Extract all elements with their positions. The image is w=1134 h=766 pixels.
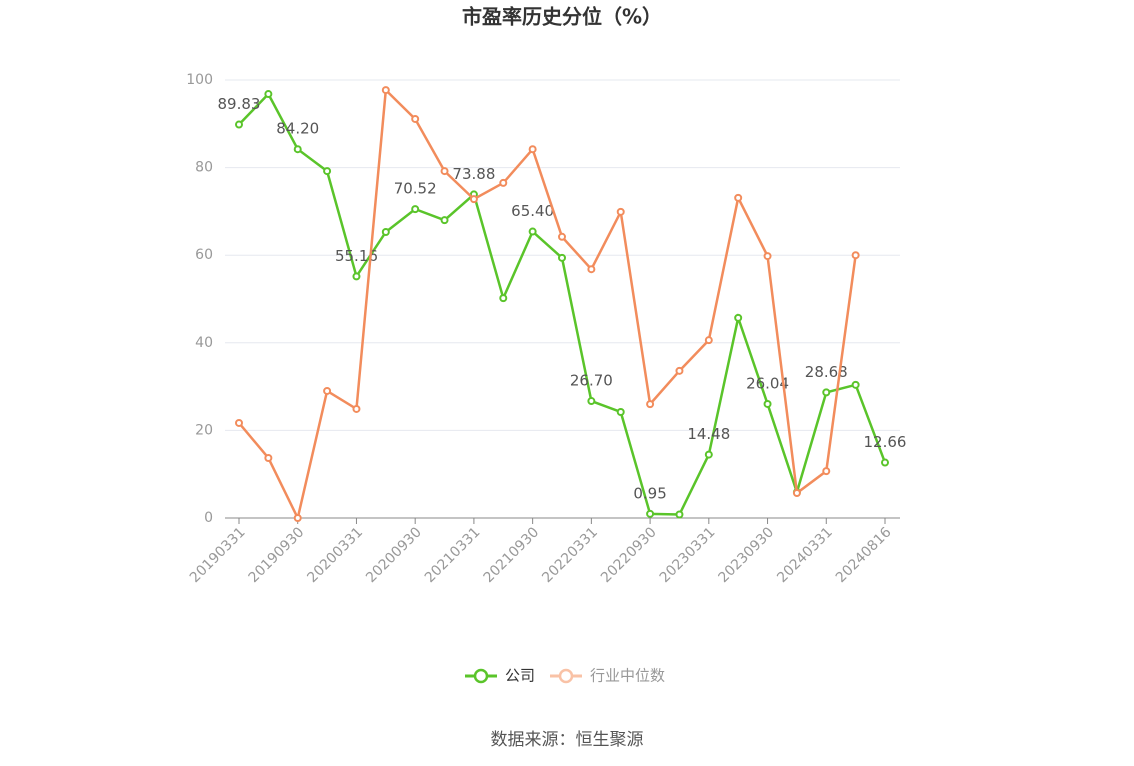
x-tick-label: 20230331	[657, 524, 719, 586]
data-point	[558, 232, 566, 241]
data-point	[822, 388, 831, 397]
data-point	[616, 408, 625, 417]
x-tick-label: 20190930	[246, 524, 308, 586]
data-point	[704, 336, 713, 345]
x-tick-label: 20240816	[833, 524, 895, 586]
data-label: 70.52	[394, 180, 437, 198]
data-point	[587, 265, 596, 274]
data-point	[734, 193, 743, 202]
x-tick-label: 20230930	[715, 524, 777, 586]
data-point	[323, 386, 332, 395]
x-tick-label: 20200331	[304, 524, 366, 586]
data-point	[264, 90, 273, 99]
x-tick-label: 20220930	[598, 524, 660, 586]
data-point	[528, 145, 537, 154]
data-label: 89.83	[218, 95, 261, 113]
data-point	[851, 380, 860, 389]
data-label: 65.40	[511, 202, 554, 220]
data-point	[646, 400, 655, 409]
data-point	[352, 272, 361, 281]
y-tick-label: 60	[195, 247, 213, 263]
data-point	[411, 114, 420, 123]
y-tick-label: 80	[195, 160, 213, 176]
data-point	[558, 253, 566, 262]
legend-label: 公司	[505, 667, 535, 685]
data-label: 14.48	[687, 425, 730, 443]
x-tick-label: 20220331	[539, 524, 601, 586]
data-point	[704, 450, 713, 459]
data-label: 26.04	[746, 374, 789, 392]
y-tick-label: 40	[195, 335, 213, 351]
data-point	[881, 458, 889, 467]
source: 数据来源：恒生聚源	[491, 730, 644, 750]
data-point	[381, 227, 390, 236]
legend-marker	[558, 668, 574, 684]
data-point	[646, 509, 655, 518]
data-point	[587, 397, 596, 406]
data-label: 28.68	[805, 363, 848, 381]
data-point	[792, 489, 801, 498]
series-line	[238, 87, 857, 522]
data-point	[440, 167, 449, 176]
series-line	[238, 91, 887, 516]
chart-title: 市盈率历史分位（%）	[462, 5, 662, 29]
data-point	[293, 514, 302, 522]
data-point	[851, 251, 860, 260]
y-tick-label: 20	[195, 422, 213, 438]
data-point	[381, 86, 390, 95]
x-tick-label: 20200930	[363, 524, 425, 586]
legend-label: 行业中位数	[590, 667, 665, 685]
x-tick-label: 20210930	[481, 524, 543, 586]
data-label: 12.66	[864, 433, 907, 451]
data-label: 84.20	[276, 120, 319, 138]
x-tick-label: 20190331	[187, 524, 249, 586]
data-point	[293, 145, 302, 154]
data-point	[763, 399, 772, 408]
data-point	[440, 216, 449, 225]
data-point	[675, 510, 684, 519]
legend-item[interactable]: 行业中位数	[550, 667, 665, 685]
data-point	[822, 467, 831, 476]
data-point	[528, 227, 537, 236]
data-point	[264, 453, 273, 462]
data-point	[469, 195, 478, 204]
data-point	[499, 178, 508, 187]
data-point	[323, 167, 332, 176]
data-point	[235, 120, 243, 129]
data-point	[411, 205, 420, 214]
data-point	[763, 252, 772, 261]
legend-item[interactable]: 公司	[465, 667, 535, 685]
x-tick-label: 20240331	[774, 524, 836, 586]
data-point	[235, 418, 243, 427]
legend-marker	[473, 668, 489, 684]
x-tick-label: 20210331	[422, 524, 484, 586]
data-point	[616, 207, 625, 216]
data-point	[734, 313, 743, 322]
data-label: 55.16	[335, 247, 378, 265]
data-label: 73.88	[452, 165, 495, 183]
data-point	[499, 294, 508, 303]
y-tick-label: 100	[186, 72, 213, 88]
y-tick-label: 0	[204, 510, 213, 526]
data-point	[675, 366, 684, 375]
data-point	[352, 404, 361, 413]
data-label: 26.70	[570, 372, 613, 390]
data-label: 0.95	[633, 484, 666, 502]
